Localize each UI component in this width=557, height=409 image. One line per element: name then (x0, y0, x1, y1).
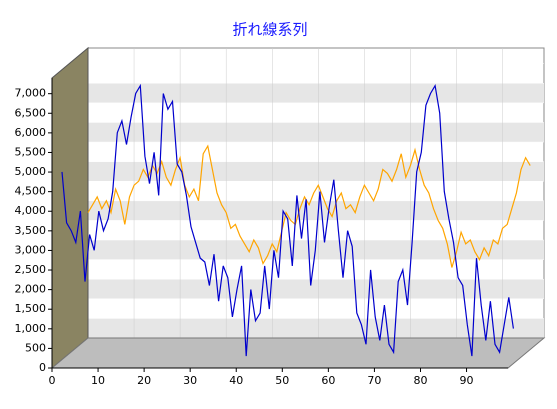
y-tick-label: 6,500 (15, 106, 47, 119)
y-tick-label: 1,500 (15, 302, 47, 315)
y-tick-label: 1,000 (15, 322, 47, 335)
grid-band (88, 279, 544, 299)
series-line (61, 83, 514, 357)
y-tick-label: 0 (39, 361, 46, 374)
x-tick-label: 20 (137, 374, 151, 387)
y-tick-label: 500 (25, 341, 46, 354)
x-tick-label: 40 (229, 374, 243, 387)
left-wall (51, 46, 89, 370)
x-tick-label: 80 (413, 374, 427, 387)
grid-band (88, 240, 544, 260)
x-tick-label: 90 (460, 374, 474, 387)
y-tick-label: 3,500 (15, 224, 47, 237)
y-tick-label: 7,000 (15, 87, 47, 100)
y-tick-label: 6,000 (15, 126, 47, 139)
grid-band (88, 318, 544, 338)
x-tick-label: 60 (321, 374, 335, 387)
chart-title: 折れ線系列 (232, 21, 307, 39)
y-tick-label: 3,000 (15, 243, 47, 256)
grid-band (88, 200, 544, 221)
grid-band (88, 122, 544, 143)
y-tick-label: 4,500 (15, 185, 47, 198)
x-tick-label: 0 (49, 374, 56, 387)
x-tick-label: 50 (275, 374, 289, 387)
y-tick-label: 5,000 (15, 165, 47, 178)
y-tick-label: 2,000 (15, 283, 47, 296)
x-tick-label: 70 (367, 374, 381, 387)
x-tick-label: 30 (183, 374, 197, 387)
grid-band (88, 83, 544, 103)
y-tick-label: 2,500 (15, 263, 47, 276)
x-tick-label: 10 (91, 374, 105, 387)
y-tick-label: 4,000 (15, 204, 47, 217)
y-tick-label: 5,500 (15, 145, 47, 158)
series-line (87, 144, 531, 268)
